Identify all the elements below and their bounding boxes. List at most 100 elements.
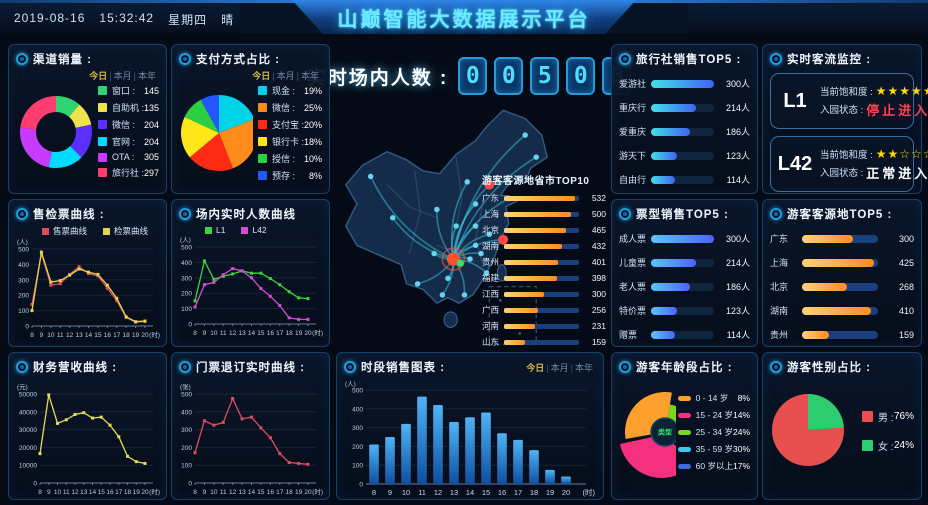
tab-year[interactable]: 本年 [137, 71, 156, 81]
legend-swatch [257, 86, 267, 95]
legend-item: 25 - 34 岁 24% [677, 426, 750, 438]
svg-text:500: 500 [352, 388, 363, 395]
svg-text:13: 13 [80, 489, 88, 496]
top-list-row: 赠票 114人 [619, 328, 750, 341]
legend-label: OTA : [111, 152, 135, 162]
row-bar-track [504, 275, 579, 281]
row-bar-track [802, 258, 878, 267]
row-value: 300人 [725, 79, 750, 89]
top-list-row: 湖南 432 [482, 240, 606, 252]
tab-month[interactable]: 本月 [276, 71, 295, 81]
counter-digit: 0 [458, 57, 488, 95]
legend-label: 60 岁以上 [695, 461, 733, 471]
svg-text:30000: 30000 [19, 427, 37, 434]
target-icon [770, 207, 782, 220]
legend-label: 35 - 59 岁 [695, 444, 733, 454]
legend-swatch [862, 411, 873, 422]
target-icon [179, 207, 191, 220]
agency-top5-list: 爱游社 300人 重庆行 214人 爱重庆 186人 游天下 123人 自由行 114人 [619, 77, 750, 186]
row-label: 北京 [770, 282, 789, 292]
row-label: 福建 [482, 273, 500, 283]
saturation-label: 当前饱和度 : [820, 86, 873, 98]
bar [401, 423, 411, 484]
origin-top10-rows: 广东 532 上海 500 北京 465 湖南 432 贵州 401 福建 398 江西 300 广西 256… [482, 192, 606, 348]
panel-title: 票型销售TOP5 : [636, 208, 729, 221]
target-icon [619, 360, 631, 373]
top-list-row: 广东 300 [770, 232, 914, 245]
row-value: 465 [591, 225, 606, 235]
svg-text:类型: 类型 [658, 428, 672, 437]
legend-label: 检票曲线 [114, 226, 149, 236]
tab-today[interactable]: 今日 [526, 363, 545, 373]
status-label: 入园状态 : [820, 168, 864, 179]
legend-label: 自助机 : [111, 103, 144, 113]
tab-month[interactable]: 本月 [113, 71, 132, 81]
top-list-row: 上海 425 [770, 256, 914, 269]
svg-text:8: 8 [38, 489, 42, 496]
row-label: 重庆行 [619, 103, 647, 113]
panel-title: 游客年龄段占比 : [636, 361, 733, 374]
legend-item: 15 - 24 岁 14% [677, 409, 750, 421]
row-label: 特价票 [619, 306, 647, 316]
tab-today[interactable]: 今日 [252, 71, 271, 81]
row-bar-track [802, 330, 878, 339]
legend-swatch [103, 227, 111, 235]
counter-digit: 0 [494, 57, 524, 95]
svg-text:13: 13 [238, 489, 246, 496]
tab-year[interactable]: 本年 [300, 71, 319, 81]
legend-swatch [97, 137, 107, 146]
bar [561, 476, 571, 484]
china-map [344, 109, 549, 346]
legend-item: 旅行社 :297 [97, 166, 159, 179]
pie-slice [189, 133, 233, 171]
legend-item: 微信 : 204 [97, 118, 159, 131]
svg-text:12: 12 [66, 332, 74, 339]
monitor-card: L1 当前饱和度 :★★★★★ 入园状态 :停止进入 [770, 73, 928, 129]
legend-swatch [42, 227, 49, 235]
top-list-row: 北京 268 [770, 280, 914, 293]
svg-text:19: 19 [133, 489, 141, 496]
counter-label: 实时场内人数 : [306, 67, 449, 89]
tab-month[interactable]: 本月 [550, 363, 569, 373]
legend-value: 10% [303, 153, 322, 164]
legend-value: 18% [303, 136, 322, 147]
top-list-row: 河南 231 [482, 320, 606, 332]
legend-item: 男 :76% [862, 409, 914, 424]
pie-slice [808, 394, 844, 430]
legend-label: 25 - 34 岁 [695, 427, 733, 437]
tab-separator: | [109, 71, 112, 81]
svg-text:200: 200 [181, 291, 192, 298]
row-value: 398 [591, 273, 606, 283]
svg-text:11: 11 [63, 489, 70, 496]
hour-sales-bar-chart: (人) 0 100 200 300 400 500 8 9 10 11 12 13 14 15 16 17 18 1… [344, 378, 596, 505]
date-text: 2019-08-16 [14, 11, 86, 25]
tab-today[interactable]: 今日 [89, 71, 108, 81]
row-bar-fill [504, 339, 526, 345]
legend-item: 窗口 : 145 [97, 84, 159, 97]
row-value: 114人 [726, 175, 750, 185]
row-value: 159 [591, 337, 606, 347]
row-value: 186人 [725, 282, 750, 292]
target-icon [770, 52, 782, 65]
pie-slice [70, 124, 92, 157]
row-bar-fill [504, 259, 558, 265]
row-label: 广西 [482, 305, 500, 315]
svg-text:12: 12 [229, 330, 237, 337]
panel-age-share: 游客年龄段占比 : 类型 0 - 14 岁 8% 15 - 24 岁 14% 25 - … [611, 352, 758, 500]
svg-text:400: 400 [181, 409, 192, 416]
row-bar-track [504, 243, 579, 249]
legend-label: 授信 : [271, 154, 295, 164]
svg-text:0: 0 [25, 324, 29, 331]
counter-digit: 5 [530, 57, 560, 95]
target-icon [619, 52, 631, 65]
row-value: 114人 [726, 330, 750, 340]
time-range-tabs: 今日 | 本月 | 本年 [250, 69, 321, 82]
finance-curve-chart: (元) 0 10000 20000 30000 40000 50000 8 9 10 11 12 13 1… [16, 382, 160, 503]
tab-year[interactable]: 本年 [574, 363, 593, 373]
svg-text:15: 15 [257, 489, 265, 496]
legend-value: 25% [303, 102, 322, 113]
legend-item: 银行卡 :18% [257, 135, 322, 148]
line-id: L42 [777, 152, 813, 175]
